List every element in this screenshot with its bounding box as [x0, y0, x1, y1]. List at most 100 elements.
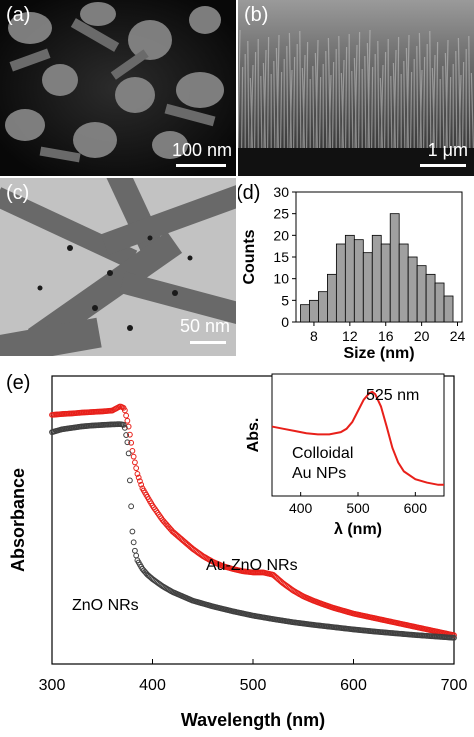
data-point — [132, 547, 138, 554]
histogram-bar — [416, 265, 427, 323]
data-point — [130, 539, 137, 546]
nanorod — [315, 39, 319, 149]
nanorod — [289, 69, 293, 149]
nanorod — [238, 29, 241, 149]
histogram-bar — [300, 304, 310, 323]
size-histogram-svg: 0 5 10 15 20 25 30 8 12 16 20 24 Size (nm) Counts — [241, 184, 466, 362]
data-point — [128, 439, 135, 446]
nanorod — [449, 76, 452, 149]
absorbance-chart-svg: 300 400 500 600 700 Wavelength (nm) Absorbance… — [8, 373, 468, 730]
series-annotation: ZnO NRs — [72, 597, 139, 614]
data-point — [134, 471, 141, 477]
data-point — [126, 477, 133, 484]
y-tick-label: 30 — [273, 184, 289, 200]
panel-d-histogram: 0 5 10 15 20 25 30 8 12 16 20 24 Size (nm) Counts (d) — [238, 178, 474, 368]
data-point — [124, 417, 131, 424]
nanorod — [455, 50, 458, 149]
nanorod — [250, 64, 254, 149]
nanorod — [384, 51, 387, 149]
scale-bar-b — [420, 164, 466, 167]
x-tick-label: 500 — [240, 677, 267, 694]
inset-annotation: Au NPs — [292, 465, 346, 482]
panel-c-label: (c) — [6, 182, 30, 204]
x-tick-label: 16 — [378, 328, 394, 344]
inset-x-axis-label: λ (nm) — [334, 521, 382, 538]
data-point — [133, 465, 140, 472]
nanorod — [332, 61, 335, 149]
data-point — [130, 453, 137, 460]
panel-b-label: (b) — [244, 4, 269, 26]
nanorod — [468, 35, 471, 149]
panel-a-sem-image: (a) 100 nm — [0, 0, 236, 176]
nanorod — [306, 41, 309, 149]
panel-d-label: (d) — [238, 182, 261, 204]
nanorod — [432, 54, 436, 149]
inset-x-tick-label: 400 — [289, 500, 313, 516]
nanorod — [280, 71, 283, 149]
data-point — [133, 552, 140, 559]
histogram-bar — [425, 273, 436, 323]
inset-frame — [271, 373, 445, 497]
y-tick-label: 25 — [273, 206, 289, 222]
nanorod — [462, 61, 465, 149]
nanorod — [319, 76, 322, 149]
nanorod — [423, 56, 426, 149]
x-tick-label: 600 — [340, 677, 367, 694]
scale-label-c: 50 nm — [179, 316, 230, 336]
data-point — [128, 503, 135, 510]
y-tick-label: 20 — [273, 227, 289, 243]
scale-bar-c — [190, 341, 226, 344]
nanorod — [419, 69, 423, 149]
y-tick-label: 10 — [273, 271, 289, 287]
data-point — [138, 481, 145, 488]
histogram-bar — [443, 295, 454, 323]
nanorod — [380, 64, 384, 149]
inset-au-np-line — [271, 390, 444, 486]
nanorod — [345, 46, 348, 149]
nanorod — [445, 39, 449, 149]
inset-y-axis-label: Abs. — [245, 418, 262, 453]
nanorod — [458, 74, 462, 149]
histogram-bar — [309, 299, 319, 323]
inset-x-tick-label: 600 — [404, 500, 428, 516]
x-tick-label: 8 — [310, 328, 318, 344]
nanorod — [254, 51, 257, 149]
x-tick-label: 400 — [139, 677, 166, 694]
y-tick-label: 0 — [281, 314, 289, 330]
sem-nanorod-array-image — [238, 0, 474, 176]
data-point — [137, 478, 143, 485]
x-tick-label: 300 — [39, 677, 66, 694]
nanorod — [276, 34, 280, 149]
histogram-bar — [327, 273, 337, 323]
panel-e-absorbance-chart: 300 400 500 600 700 Wavelength (nm) Absorbance… — [0, 368, 474, 737]
nanorod — [247, 40, 250, 149]
x-tick-label: 700 — [441, 677, 468, 694]
nanorod — [393, 49, 397, 149]
histogram-bar — [371, 234, 382, 323]
data-point — [129, 528, 136, 535]
nanorod — [429, 30, 432, 149]
data-point — [121, 424, 128, 431]
nanorod — [299, 30, 302, 149]
nanorod — [260, 75, 263, 149]
inset-peak-annotation: 525 nm — [366, 387, 419, 404]
nanorod — [470, 72, 474, 149]
data-point — [124, 439, 131, 446]
nanorod — [351, 70, 354, 149]
scale-label-b: 1 μm — [427, 140, 468, 160]
series-au-zno — [49, 403, 457, 639]
nanorod — [367, 29, 371, 149]
panel-a-label: (a) — [6, 4, 31, 26]
nanorod — [325, 50, 328, 149]
x-tick-label: 12 — [342, 328, 358, 344]
data-point — [126, 431, 133, 438]
nanorod — [371, 66, 374, 149]
nanorod — [273, 60, 276, 149]
tem-nanorod-image — [0, 178, 236, 356]
data-point — [120, 421, 127, 428]
sem-nanoparticle-image — [0, 0, 236, 176]
x-tick-label: 24 — [450, 328, 466, 344]
nanorod — [341, 59, 345, 149]
histogram-bar — [344, 234, 355, 323]
nanorod — [397, 36, 400, 149]
